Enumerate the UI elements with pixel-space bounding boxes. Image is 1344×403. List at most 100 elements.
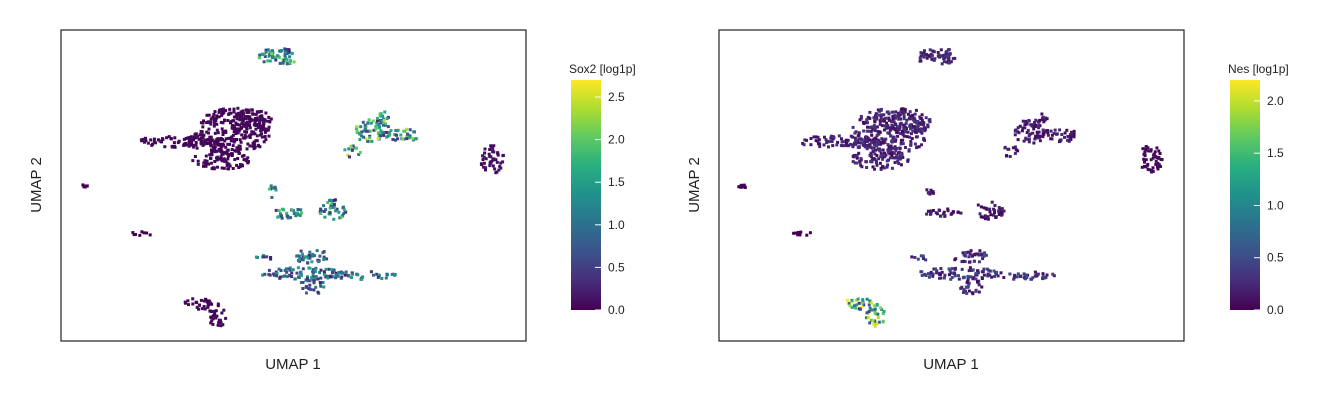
- cell-point: [898, 113, 902, 117]
- colorbar-title-2: Nes [log1p]: [1228, 62, 1289, 76]
- cell-point: [891, 114, 895, 118]
- cell-point: [202, 119, 205, 123]
- cell-point: [216, 323, 220, 327]
- cell-point: [1160, 158, 1164, 162]
- cell-point: [869, 130, 873, 134]
- cell-point: [890, 152, 894, 156]
- cell-point: [860, 301, 864, 305]
- cell-point: [344, 210, 348, 214]
- cell-point: [288, 55, 292, 59]
- cell-point: [940, 62, 944, 66]
- cell-point: [891, 136, 895, 140]
- cell-point: [997, 206, 1001, 209]
- cell-point: [209, 321, 213, 325]
- cell-point: [306, 256, 310, 260]
- cell-point: [349, 144, 353, 148]
- cell-point: [214, 140, 218, 144]
- cell-point: [360, 277, 364, 281]
- cell-point: [231, 144, 235, 148]
- cell-point: [220, 159, 224, 163]
- cell-point: [893, 116, 897, 120]
- cell-point: [261, 127, 265, 131]
- cell-point: [217, 143, 221, 147]
- cell-point: [881, 141, 885, 145]
- cell-point: [877, 139, 881, 143]
- cell-point: [1012, 277, 1016, 281]
- cell-point: [223, 151, 227, 155]
- cell-point: [414, 137, 418, 141]
- cell-point: [907, 148, 911, 152]
- cell-point: [878, 161, 882, 165]
- cell-point: [377, 273, 381, 277]
- cell-point: [967, 255, 971, 259]
- cell-point: [994, 271, 997, 275]
- cell-point: [1072, 132, 1076, 136]
- cell-point: [232, 133, 235, 137]
- cell-point: [1143, 150, 1147, 154]
- cell-point: [875, 322, 879, 326]
- cell-point: [976, 203, 980, 207]
- cell-point: [237, 166, 241, 169]
- cell-point: [259, 109, 263, 113]
- cell-point: [908, 117, 912, 121]
- cell-point: [996, 274, 1000, 278]
- cell-point: [328, 198, 332, 202]
- cell-point: [802, 143, 806, 147]
- cell-point: [1027, 119, 1031, 123]
- cell-point: [873, 152, 877, 156]
- cell-point: [235, 163, 239, 167]
- cell-point: [890, 166, 894, 170]
- cell-point: [809, 137, 813, 140]
- cell-point: [1023, 123, 1027, 127]
- cell-point: [899, 140, 903, 144]
- colorbar-tick-label: 0.5: [1267, 251, 1284, 265]
- cell-point: [350, 148, 354, 152]
- cell-point: [212, 167, 216, 171]
- cell-point: [1013, 274, 1017, 278]
- cell-point: [854, 298, 858, 302]
- cell-point: [182, 137, 186, 141]
- cell-point: [308, 256, 312, 260]
- cell-point: [255, 118, 259, 121]
- cell-point: [223, 119, 226, 123]
- cell-point: [867, 144, 871, 148]
- cell-point: [856, 134, 860, 138]
- cell-point: [878, 119, 882, 123]
- cell-point: [859, 158, 863, 162]
- cell-point: [221, 133, 225, 136]
- cell-point: [266, 48, 270, 52]
- cell-point: [366, 139, 370, 143]
- cell-point: [201, 136, 205, 140]
- cell-point: [921, 257, 925, 261]
- cell-point: [882, 128, 886, 132]
- cell-point: [198, 133, 202, 137]
- cell-point: [859, 114, 863, 118]
- cell-point: [875, 125, 879, 129]
- cell-point: [814, 139, 818, 143]
- cell-point: [1034, 118, 1038, 122]
- cell-point: [328, 211, 332, 215]
- cell-point: [865, 129, 869, 133]
- cell-point: [185, 143, 189, 147]
- cell-point: [205, 121, 209, 124]
- cell-point: [395, 133, 398, 137]
- cell-point: [243, 136, 247, 140]
- cell-point: [213, 310, 217, 314]
- cell-point: [152, 137, 156, 141]
- cell-point: [876, 141, 880, 145]
- cell-point: [138, 233, 142, 237]
- cell-point: [303, 255, 307, 259]
- cell-point: [499, 166, 503, 170]
- cell-point: [263, 55, 267, 58]
- cell-point: [313, 254, 317, 258]
- cell-point: [258, 124, 262, 128]
- cell-point: [333, 205, 337, 209]
- cell-point: [226, 119, 230, 122]
- cell-point: [239, 163, 242, 167]
- cell-point: [1046, 131, 1050, 135]
- cell-point: [395, 129, 399, 133]
- cell-point: [925, 212, 929, 216]
- cell-point: [947, 273, 951, 277]
- cell-point: [232, 107, 236, 111]
- cell-point: [994, 216, 998, 219]
